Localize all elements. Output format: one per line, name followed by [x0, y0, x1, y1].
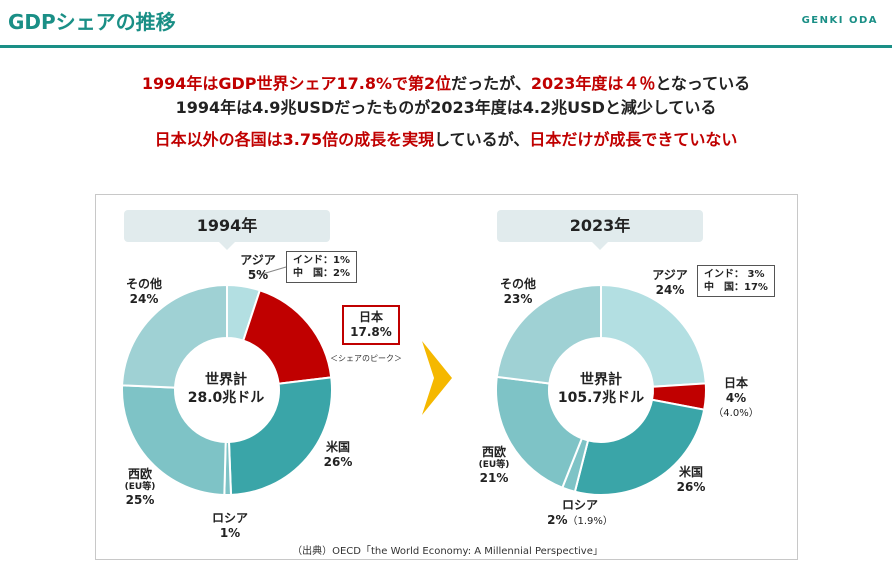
- source-note: （出典）OECD「the World Economy: A Millennial…: [292, 546, 603, 557]
- summary-3-highlight-a: 日本以外の各国は3.75倍の成長を実現: [154, 130, 435, 149]
- label-2023-other-name: その他: [499, 277, 536, 291]
- donut-slice-2023年-5: [495, 283, 602, 385]
- page-header: GDPシェアの推移 GENKI ODA: [0, 0, 892, 48]
- year-1994-label: 1994年: [124, 210, 330, 250]
- breakdown-1994-china-name: 中 国: [293, 268, 323, 279]
- label-2023-we-value: 21%: [479, 471, 509, 485]
- label-1994-western-europe: 西欧 (EU等) 25%: [110, 467, 170, 508]
- label-2023-other-value: 23%: [503, 292, 533, 306]
- donut-slice-1994年-2: [227, 376, 333, 496]
- label-2023-asia-name: アジア: [652, 268, 688, 282]
- label-2023-other: その他 23%: [488, 277, 548, 307]
- label-2023-us: 米国 26%: [666, 465, 716, 495]
- summary-3-highlight-b: 日本だけが成長できていない: [529, 130, 738, 149]
- summary-3-mid: しているが、: [434, 130, 530, 149]
- summary-line-2: 1994年は4.9兆USDだったものが2023年度は4.2兆USDと減少している: [175, 98, 717, 117]
- donut-slice-1994年-5: [121, 283, 228, 389]
- label-2023-russia-name: ロシア: [561, 498, 598, 512]
- breakdown-2023-china-name: 中 国: [704, 282, 734, 293]
- center-2023-title: 世界計: [580, 372, 622, 388]
- breakdown-2023-india-value: 3%: [747, 269, 765, 280]
- label-2023-we-name: 西欧: [481, 445, 506, 459]
- label-1994-us: 米国 26%: [318, 440, 358, 470]
- label-1994-other-value: 24%: [129, 292, 159, 306]
- center-label-1994: 世界計 28.0兆ドル: [167, 371, 285, 407]
- summary-1-highlight-a: 1994年はGDP世界シェア17.8%で第2位: [141, 74, 452, 93]
- center-1994-total: 28.0兆ドル: [187, 390, 265, 406]
- summary-line-3: 日本以外の各国は3.75倍の成長を実現しているが、日本だけが成長できていない: [0, 126, 892, 150]
- breakdown-2023-india-name: インド：: [704, 269, 744, 280]
- label-2023-japan-note: （4.0%）: [713, 408, 759, 419]
- summary-1-mid: だったが、: [451, 74, 531, 93]
- label-1994-russia-name: ロシア: [211, 511, 248, 525]
- center-1994-title: 世界計: [205, 372, 247, 388]
- breakdown-2023-china-value: 17%: [744, 282, 768, 293]
- label-1994-we-sub: (EU等): [124, 482, 156, 492]
- center-label-2023: 世界計 105.7兆ドル: [535, 371, 667, 407]
- label-2023-russia-value: 2%: [547, 513, 568, 527]
- label-2023-russia-note: （1.9%）: [567, 516, 613, 527]
- label-2023-russia: ロシア 2%（1.9%）: [520, 498, 640, 529]
- breakdown-1994-india-name: インド: [293, 255, 323, 266]
- donut-charts: [121, 266, 707, 496]
- label-2023-japan-value: 4%: [725, 391, 747, 405]
- peak-note: ＜シェアのピーク＞: [330, 354, 402, 363]
- label-2023-we-sub: (EU等): [478, 460, 510, 470]
- label-2023-western-europe: 西欧 (EU等) 21%: [464, 445, 524, 486]
- label-1994-we-name: 西欧: [127, 467, 152, 481]
- label-1994-russia-value: 1%: [219, 526, 241, 540]
- label-1994-japan: 日本 17.8%: [342, 305, 400, 345]
- label-2023-asia-value: 24%: [655, 283, 685, 297]
- center-2023-total: 105.7兆ドル: [557, 390, 645, 406]
- asia-breakdown-1994: インド：1% 中 国：2%: [286, 251, 357, 283]
- donut-slice-2023年-4: [495, 375, 584, 489]
- summary-line-1: 1994年はGDP世界シェア17.8%で第2位だったが、2023年度は４％となっ…: [0, 70, 892, 94]
- label-1994-japan-name: 日本: [358, 310, 383, 324]
- breakdown-1994-india-value: 1%: [333, 255, 350, 266]
- donut-slice-1994年-1: [241, 289, 333, 385]
- connector-line: [258, 266, 287, 276]
- chart-panel: 1994年 世界計 28.0兆ドル アジア 5% インド：1% 中 国：2% 日…: [95, 194, 798, 560]
- label-1994-us-name: 米国: [325, 440, 350, 454]
- transition-arrow-icon: [422, 341, 452, 415]
- label-1994-asia: アジア 5%: [228, 253, 288, 283]
- donut-slice-2023年-0: [600, 283, 707, 388]
- page-title: GDPシェアの推移: [8, 10, 176, 34]
- year-2023-label: 2023年: [497, 210, 703, 250]
- label-2023-japan: 日本 4% （4.0%）: [708, 376, 764, 421]
- label-1994-japan-value: 17.8%: [350, 325, 392, 339]
- header-divider: [0, 45, 892, 48]
- label-1994-other: その他 24%: [114, 277, 174, 307]
- label-2023-japan-name: 日本: [723, 376, 748, 390]
- label-2023-asia: アジア 24%: [640, 268, 700, 298]
- label-1994-russia: ロシア 1%: [200, 511, 260, 541]
- label-1994-we-value: 25%: [125, 493, 155, 507]
- brand-name: GENKI ODA: [801, 15, 878, 26]
- donut-slice-2023年-2: [573, 398, 706, 496]
- label-1994-asia-value: 5%: [247, 268, 269, 282]
- label-2023-us-name: 米国: [678, 465, 703, 479]
- donut-slice-1994年-4: [121, 384, 227, 496]
- asia-breakdown-2023: インド： 3% 中 国：17%: [697, 265, 775, 297]
- summary-1-end: となっている: [655, 74, 751, 93]
- summary-1-highlight-b: 2023年度は４％: [530, 74, 656, 93]
- label-1994-other-name: その他: [125, 277, 162, 291]
- label-1994-us-value: 26%: [323, 455, 353, 469]
- label-2023-us-value: 26%: [676, 480, 706, 494]
- label-1994-asia-name: アジア: [240, 253, 276, 267]
- breakdown-1994-china-value: 2%: [333, 268, 350, 279]
